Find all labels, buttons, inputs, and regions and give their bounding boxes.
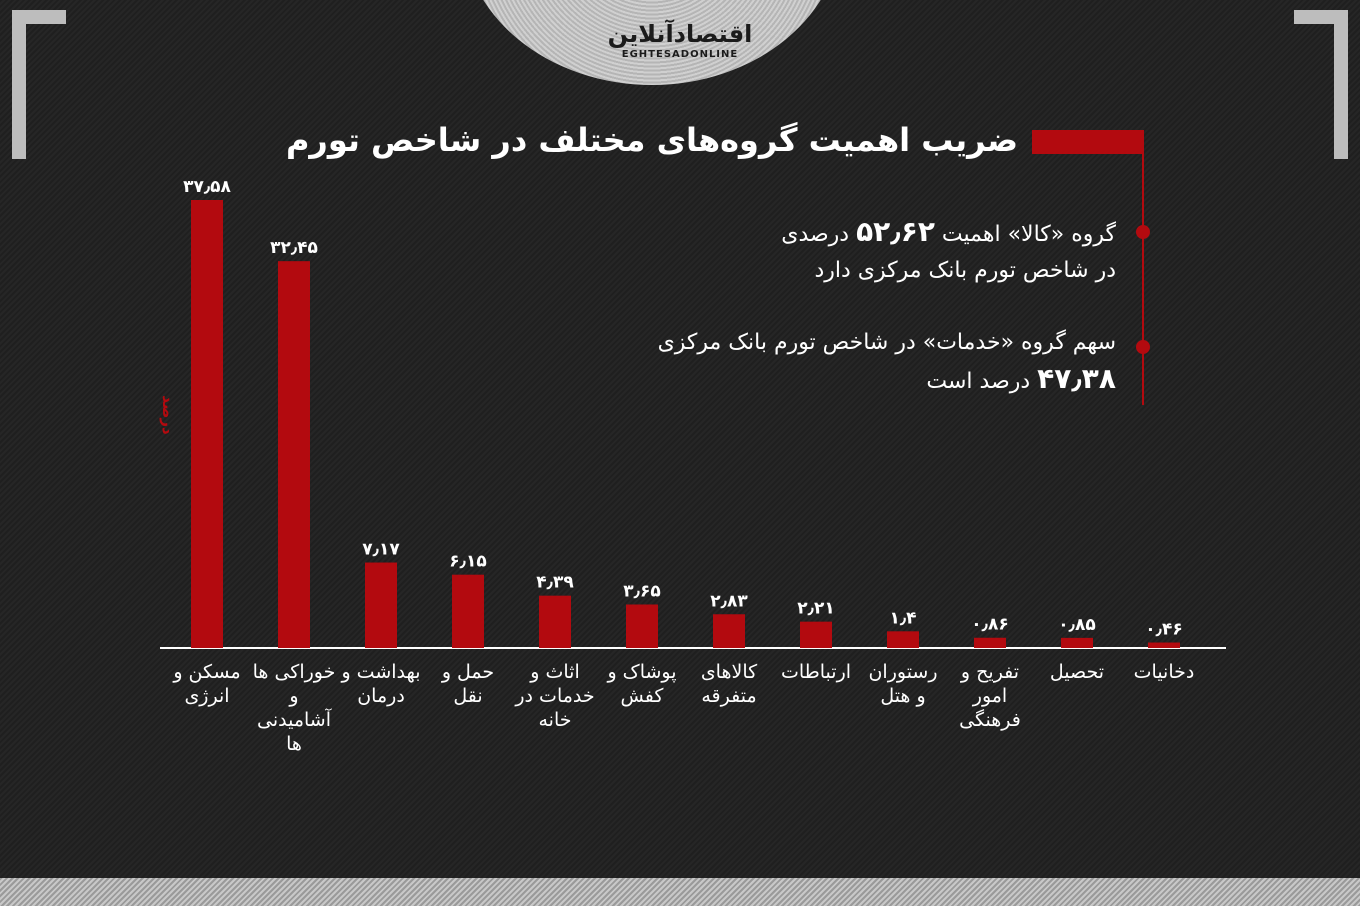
chart-title: ضریب اهمیت گروه‌های مختلف در شاخص تورم — [285, 121, 1018, 159]
bar — [452, 574, 484, 648]
bar — [1148, 642, 1180, 648]
bar — [887, 631, 919, 648]
category-label: رستوران و هتل — [868, 661, 938, 707]
value-label: ۴٫۳۹ — [536, 573, 574, 593]
value-label: ۳۷٫۵۸ — [183, 177, 231, 197]
value-label: ۶٫۱۵ — [449, 552, 486, 572]
note-number: ۵۲٫۶۲ — [856, 215, 935, 248]
title-accent-bar — [1032, 130, 1144, 154]
logo-fa: اقتصادآنلاین — [607, 20, 753, 48]
category-label: کالاهای متفرقه — [700, 661, 758, 707]
bar — [974, 637, 1006, 648]
logo-en: EGHTESADONLINE — [621, 49, 739, 60]
bottom-strip — [0, 878, 1360, 906]
note-number: ۴۷٫۳۸ — [1037, 362, 1116, 395]
bar — [713, 614, 745, 648]
value-label: ۰٫۸۵ — [1058, 615, 1095, 635]
value-label: ۲٫۸۳ — [710, 591, 748, 611]
value-label: ۷٫۱۷ — [362, 540, 400, 560]
category-label: تحصیل — [1049, 661, 1105, 683]
corner-bracket-left — [12, 10, 66, 159]
y-axis-label: درصد — [159, 395, 177, 435]
bar — [278, 261, 310, 648]
bar — [1061, 637, 1093, 648]
value-label: ۲٫۲۱ — [797, 599, 834, 619]
category-label: ارتباطات — [780, 661, 852, 683]
note-text: سهم گروه «خدمات» در شاخص تورم بانک مرکزی — [657, 330, 1116, 355]
logo: اقتصادآنلاین EGHTESADONLINE — [580, 20, 780, 62]
note-bullet — [1136, 340, 1150, 354]
category-label: دخانیات — [1133, 661, 1195, 683]
bar — [191, 200, 223, 648]
note-goods: گروه «کالا» اهمیت ۵۲٫۶۲ درصدی در شاخص تو… — [781, 214, 1116, 289]
note-text: در شاخص تورم بانک مرکزی دارد — [814, 258, 1116, 283]
note-bullet — [1136, 225, 1150, 239]
category-label: خوراکی ها و آشامیدنی ها — [252, 661, 336, 755]
category-label: تفریح و امور فرهنگی — [959, 661, 1021, 731]
note-services: سهم گروه «خدمات» در شاخص تورم بانک مرکزی… — [658, 325, 1116, 400]
notes-timeline — [1142, 130, 1144, 405]
note-text: درصدی — [781, 222, 850, 247]
bar — [365, 562, 397, 648]
note-text: درصد است — [926, 369, 1031, 394]
category-label: مسکن و انرژی — [173, 661, 241, 707]
category-label: بهداشت و درمان — [341, 661, 421, 707]
bar — [800, 621, 832, 648]
corner-bracket-right — [1294, 10, 1348, 159]
category-label: اثاث و خدمات در خانه — [515, 661, 595, 731]
category-label: حمل و نقل — [441, 661, 495, 707]
value-label: ۳٫۶۵ — [623, 581, 660, 601]
value-label: ۰٫۸۶ — [971, 615, 1008, 635]
bar — [626, 604, 658, 648]
value-label: ۱٫۴ — [889, 608, 916, 628]
value-label: ۳۲٫۴۵ — [270, 238, 318, 258]
note-text: گروه «کالا» اهمیت — [941, 222, 1116, 247]
category-label: پوشاک و کفش — [607, 661, 677, 707]
value-label: ۰٫۴۶ — [1145, 620, 1182, 640]
bar — [539, 595, 571, 648]
